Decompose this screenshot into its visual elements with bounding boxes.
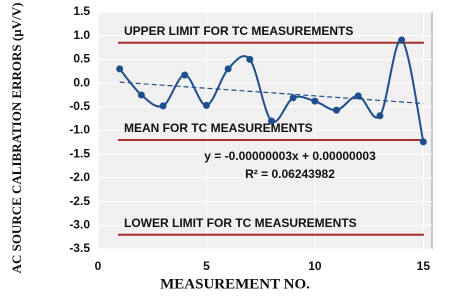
x-tick-label: 15: [417, 259, 431, 273]
y-tick-label: -1.0: [69, 123, 90, 137]
y-tick-label: -2.5: [69, 194, 90, 208]
y-tick-label: 0.0: [73, 75, 90, 89]
y-tick-label: -3.5: [69, 241, 90, 255]
y-axis-label: AC SOURCE CALIBRATION ERRORS (µV/V): [9, 3, 24, 274]
reference-label: UPPER LIMIT FOR TC MEASUREMENTS: [124, 24, 353, 38]
x-tick-label: 5: [203, 259, 210, 273]
x-axis-label: MEASUREMENT NO.: [160, 276, 310, 292]
data-point: [268, 117, 276, 125]
y-tick-label: -1.5: [69, 146, 90, 160]
reference-label: MEAN FOR TC MEASUREMENTS: [124, 121, 313, 135]
y-tick-label: -2.0: [69, 170, 90, 184]
trend-r-squared: R² = 0.06243982: [245, 167, 335, 181]
data-point: [398, 36, 406, 44]
x-tick-label: 10: [308, 259, 322, 273]
data-point: [354, 92, 362, 100]
data-point: [376, 112, 384, 120]
data-point: [181, 71, 189, 79]
data-point: [333, 106, 341, 114]
data-point: [116, 65, 124, 73]
y-tick-label: 1.0: [73, 28, 90, 42]
trend-line: [119, 81, 424, 105]
data-point: [202, 101, 210, 109]
y-tick-label: 1.5: [73, 4, 90, 18]
data-point: [137, 91, 145, 99]
trend-equation: y = -0.00000003x + 0.00000003: [204, 149, 376, 163]
data-point: [159, 102, 167, 110]
data-point: [246, 55, 254, 63]
y-tick-label: 0.5: [73, 52, 90, 66]
data-point: [289, 94, 297, 102]
x-tick-label: 0: [95, 259, 102, 273]
y-tick-label: -0.5: [69, 99, 90, 113]
y-tick-label: -3.0: [69, 217, 90, 231]
data-point: [419, 138, 427, 146]
data-point: [311, 97, 319, 105]
data-point: [224, 65, 232, 73]
reference-label: LOWER LIMIT FOR TC MEASUREMENTS: [124, 216, 357, 230]
